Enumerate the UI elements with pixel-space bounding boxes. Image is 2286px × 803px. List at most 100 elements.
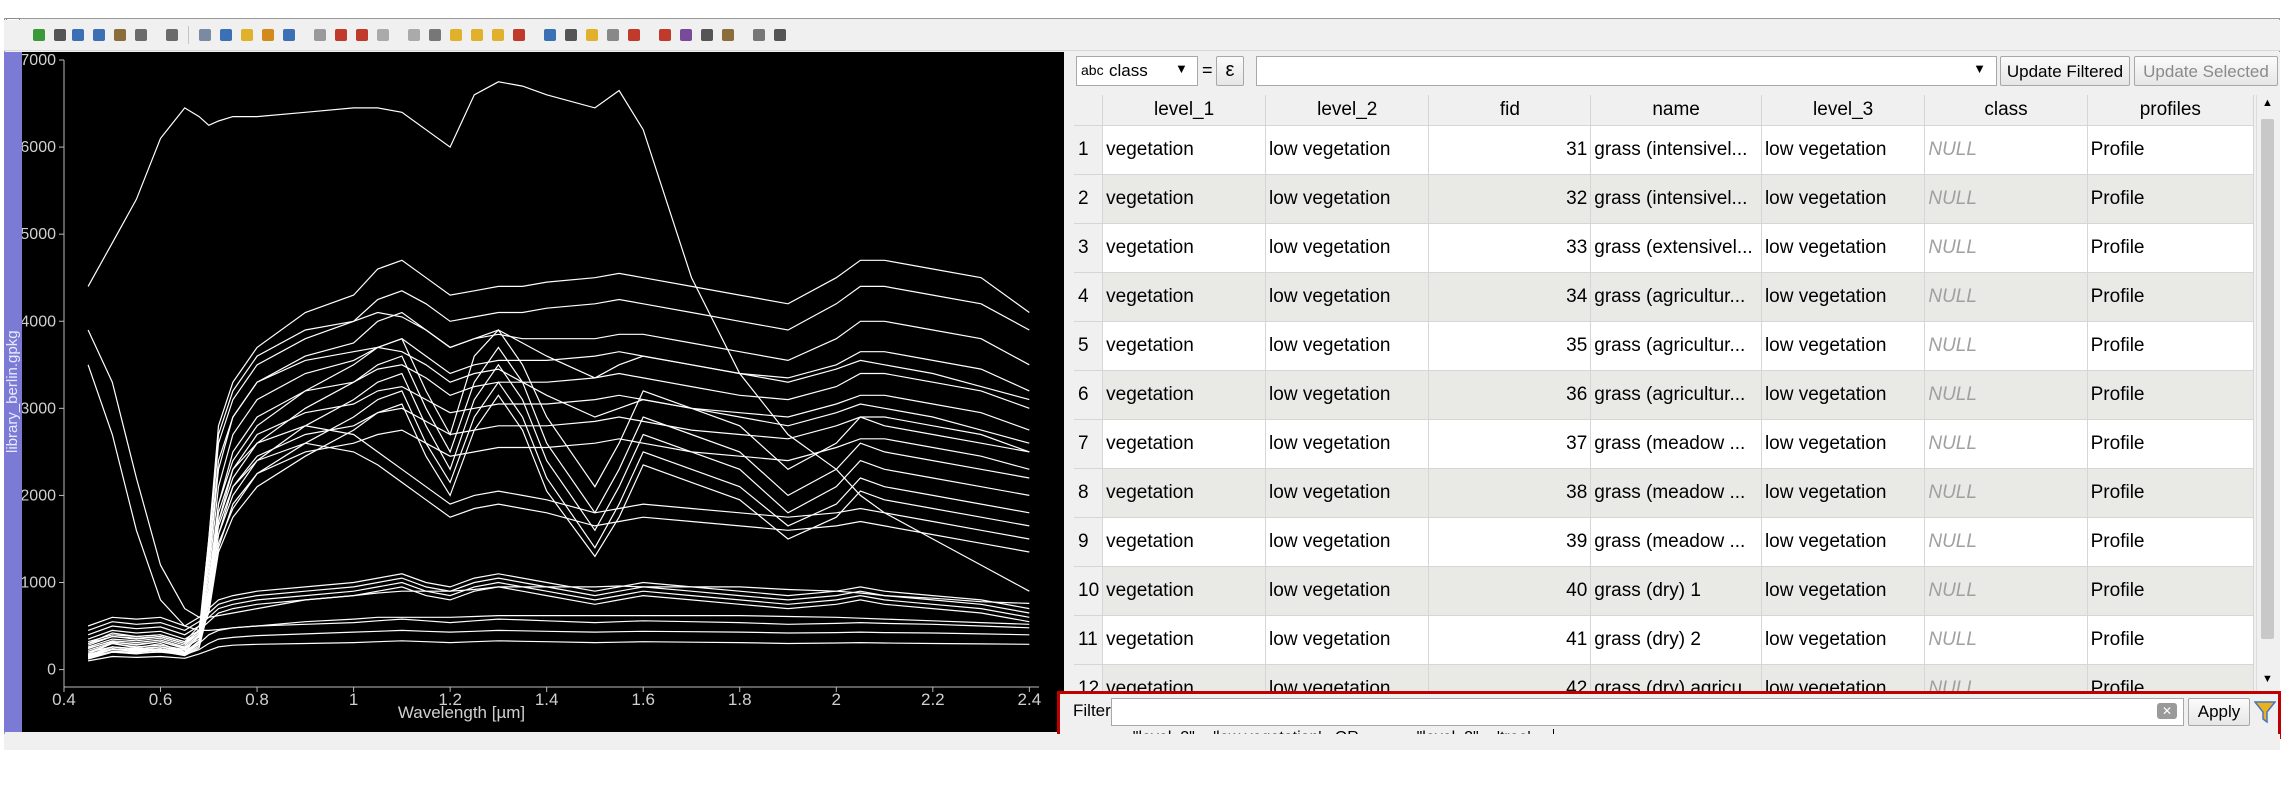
cell-name[interactable]: grass (agricultur... [1590,272,1762,322]
cell-level-2[interactable]: low vegetation [1265,272,1430,322]
cell-profiles[interactable]: Profile [2087,615,2254,665]
cell-name[interactable]: grass (dry) agricu... [1590,664,1762,693]
spectrum-line[interactable] [87,442,1030,657]
table-row[interactable]: 11 vegetation low vegetation 41 grass (dry) … [1074,615,2254,665]
funnel-icon[interactable] [2253,700,2277,724]
cell-name[interactable]: grass (agricultur... [1590,321,1762,371]
clear-icon[interactable]: ✕ [2157,703,2177,719]
cell-fid[interactable]: 40 [1428,566,1592,616]
cell-profiles[interactable]: Profile [2087,517,2254,567]
table-vertical-scrollbar[interactable]: ▲ ▼ [2256,95,2279,692]
cell-level-1[interactable]: vegetation [1102,419,1267,469]
actions-icon[interactable] [750,26,768,44]
table-row[interactable]: 3 vegetation low vegetation 33 grass (extens… [1074,223,2254,273]
scrollbar-thumb[interactable] [2261,119,2274,639]
cell-fid[interactable]: 35 [1428,321,1592,371]
cell-level-2[interactable]: low vegetation [1265,468,1430,518]
plot-icon[interactable] [132,26,150,44]
cell-class[interactable]: NULL [1924,370,2088,420]
table-row[interactable]: 10 vegetation low vegetation 40 grass (dry) … [1074,566,2254,616]
copy-icon[interactable] [405,26,423,44]
apply-filter-button[interactable]: Apply [2188,698,2250,726]
view-icon[interactable] [196,26,214,44]
conditional-format-icon[interactable] [698,26,716,44]
scroll-up-icon[interactable]: ▲ [2262,97,2273,109]
row-number[interactable]: 7 [1074,419,1104,469]
dropdown-icon[interactable] [51,26,69,44]
cell-level-3[interactable]: low vegetation [1761,664,1926,693]
cell-class[interactable]: NULL [1924,615,2088,665]
cell-level-3[interactable]: low vegetation [1761,566,1926,616]
cell-profiles[interactable]: Profile [2087,321,2254,371]
table-row[interactable]: 8 vegetation low vegetation 38 grass (meadow… [1074,468,2254,518]
cut-icon[interactable] [374,26,392,44]
cell-class[interactable]: NULL [1924,125,2088,175]
cell-level-3[interactable]: low vegetation [1761,419,1926,469]
cell-name[interactable]: grass (meadow ... [1590,517,1762,567]
filter-expression-input[interactable]: "level_2" = 'low vegetation' OR "level_2… [1111,698,2184,747]
cell-level-1[interactable]: vegetation [1102,615,1267,665]
chevron-down-icon[interactable]: ▼ [1973,61,1986,76]
cell-level-2[interactable]: low vegetation [1265,419,1430,469]
cell-level-3[interactable]: low vegetation [1761,468,1926,518]
update-selected-button[interactable]: Update Selected [2134,56,2278,86]
invert-selection-icon[interactable] [489,26,507,44]
profile-settings-icon[interactable] [163,26,181,44]
cell-fid[interactable]: 42 [1428,664,1592,693]
delete-field-icon[interactable] [656,26,674,44]
cell-fid[interactable]: 39 [1428,517,1592,567]
cell-fid[interactable]: 33 [1428,223,1592,273]
import-icon[interactable] [111,26,129,44]
cell-level-3[interactable]: low vegetation [1761,370,1926,420]
spectrum-line[interactable] [87,81,1030,592]
cell-level-1[interactable]: vegetation [1102,223,1267,273]
row-number[interactable]: 11 [1074,615,1104,665]
column-header-profiles[interactable]: profiles [2087,95,2254,126]
zoom-map-icon[interactable] [771,26,789,44]
column-header-fid[interactable]: fid [1428,95,1592,126]
edit-icon[interactable] [238,26,256,44]
save-icon[interactable] [69,26,87,44]
table-row[interactable]: 4 vegetation low vegetation 34 grass (agricu… [1074,272,2254,322]
pencil-icon[interactable] [259,26,277,44]
add-feature-icon[interactable] [332,26,350,44]
cell-name[interactable]: grass (meadow ... [1590,468,1762,518]
save-as-icon[interactable] [90,26,108,44]
cell-name[interactable]: grass (agricultur... [1590,370,1762,420]
spectral-plot-panel[interactable]: 0.4 0.6 0.8 1 1.2 1.4 1.6 1.8 2 2.2 2.4 0 1000 2000 30… [4,52,1064,732]
chevron-down-icon[interactable]: ▼ [1175,61,1188,76]
cell-level-3[interactable]: low vegetation [1761,272,1926,322]
select-all-icon[interactable] [468,26,486,44]
cell-fid[interactable]: 32 [1428,174,1592,224]
update-filtered-button[interactable]: Update Filtered [2000,56,2130,86]
spectrum-line[interactable] [87,329,1030,618]
cell-fid[interactable]: 36 [1428,370,1592,420]
column-header-class[interactable]: class [1924,95,2088,126]
spectrum-line[interactable] [87,629,1030,658]
attribute-table[interactable]: level_1 level_2 fid name level_3 class profile… [1074,95,2254,693]
cell-level-2[interactable]: low vegetation [1265,615,1430,665]
spectrum-line[interactable] [87,581,1030,636]
cell-level-1[interactable]: vegetation [1102,517,1267,567]
row-number[interactable]: 1 [1074,125,1104,175]
cell-name[interactable]: grass (meadow ... [1590,419,1762,469]
row-number[interactable]: 6 [1074,370,1104,420]
table-row[interactable]: 1 vegetation low vegetation 31 grass (intens… [1074,125,2254,175]
select-expression-icon[interactable] [447,26,465,44]
field-calculator-icon[interactable] [677,26,695,44]
cell-level-1[interactable]: vegetation [1102,566,1267,616]
column-header-level-1[interactable]: level_1 [1102,95,1267,126]
cell-class[interactable]: NULL [1924,468,2088,518]
cell-profiles[interactable]: Profile [2087,566,2254,616]
table-row[interactable]: 12 vegetation low vegetation 42 grass (dry) … [1074,664,2254,693]
column-header-level-3[interactable]: level_3 [1761,95,1926,126]
expression-builder-button[interactable]: ε [1216,56,1244,86]
row-number[interactable]: 5 [1074,321,1104,371]
cell-profiles[interactable]: Profile [2087,125,2254,175]
row-number[interactable]: 3 [1074,223,1104,273]
cell-class[interactable]: NULL [1924,419,2088,469]
cell-level-2[interactable]: low vegetation [1265,370,1430,420]
spectrum-line[interactable] [87,618,1030,653]
row-number[interactable]: 8 [1074,468,1104,518]
cell-profiles[interactable]: Profile [2087,223,2254,273]
